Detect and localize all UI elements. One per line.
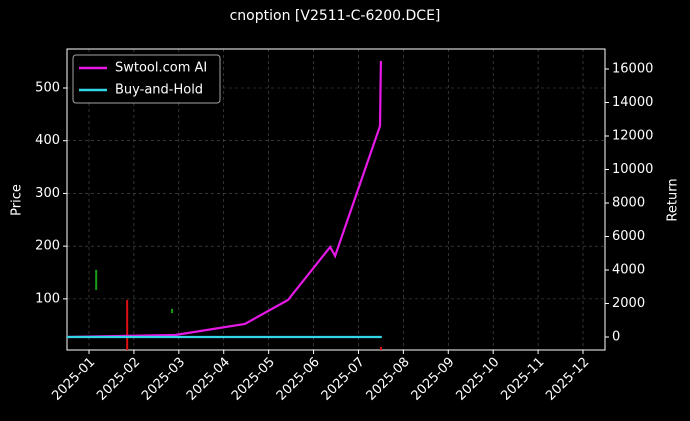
x-tick-label: 2025-06 <box>274 355 323 404</box>
x-tick-label: 2025-08 <box>364 355 413 404</box>
x-tick-label: 2025-05 <box>229 355 278 404</box>
plot-frame <box>66 48 606 351</box>
legend-label: Swtool.com AI <box>115 61 207 76</box>
legend-label: Buy-and-Hold <box>115 83 203 98</box>
x-tick-label: 2025-03 <box>139 355 188 404</box>
y2-tick-label: 12000 <box>612 129 653 144</box>
y2-axis-label: Return <box>666 178 681 221</box>
x-tick-label: 2025-02 <box>94 355 143 404</box>
x-tick-label: 2025-11 <box>498 355 547 404</box>
y2-tick-label: 0 <box>612 330 620 345</box>
x-tick-label: 2025-04 <box>184 355 233 404</box>
series-line <box>66 60 383 339</box>
y-axis-label: Price <box>10 184 25 216</box>
y2-tick-label: 10000 <box>612 162 653 177</box>
y2-tick-label: 2000 <box>612 296 645 311</box>
y2-tick-label: 14000 <box>612 95 653 110</box>
y2-tick-label: 4000 <box>612 263 645 278</box>
y-tick-label: 300 <box>35 186 60 201</box>
legend-box <box>72 54 221 104</box>
y-tick-label: 500 <box>35 81 60 96</box>
x-tick-label: 2025-01 <box>49 355 98 404</box>
y2-tick-label: 16000 <box>612 61 653 76</box>
y2-tick-label: 8000 <box>612 196 645 211</box>
x-tick-label: 2025-07 <box>319 355 368 404</box>
x-tick-label: 2025-10 <box>453 355 502 404</box>
y-tick-label: 100 <box>35 291 60 306</box>
chart-title: cnoption [V2511-C-6200.DCE] <box>230 8 441 24</box>
y-tick-label: 400 <box>35 133 60 148</box>
x-tick-label: 2025-09 <box>409 355 458 404</box>
x-tick-label: 2025-12 <box>543 355 592 404</box>
y-tick-label: 200 <box>35 239 60 254</box>
y2-tick-label: 6000 <box>612 229 645 244</box>
